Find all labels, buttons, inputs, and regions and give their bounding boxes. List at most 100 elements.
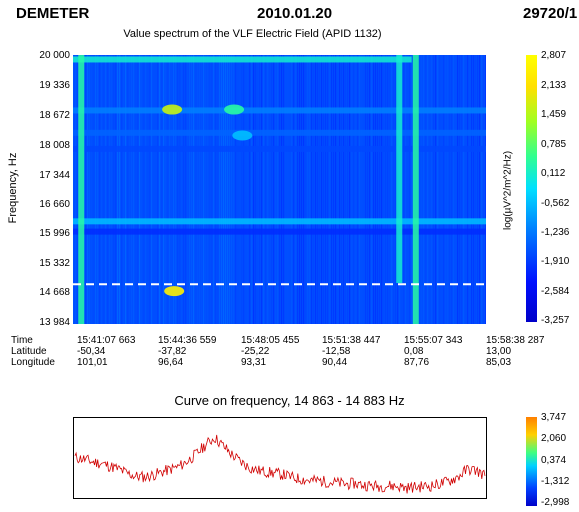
spectrogram-texture [263, 55, 265, 324]
spectrogram-texture [159, 55, 161, 324]
spectrogram-texture [439, 55, 441, 324]
spectrogram-texture [193, 55, 195, 324]
spectrogram-texture [143, 55, 145, 324]
spectrogram-texture [207, 55, 209, 324]
spectrogram-texture [269, 55, 271, 324]
y-tick-label: 16 660 [39, 199, 70, 210]
date-header: 2010.01.20 [257, 5, 333, 22]
x-tick-latitude: 0,08 [404, 346, 424, 357]
latitude-row-label: Latitude [11, 346, 47, 357]
spectrogram-texture [485, 55, 486, 324]
colorbar-spectrogram [526, 55, 537, 322]
spectrogram-texture [437, 55, 439, 324]
colorbar-tick: 1,459 [541, 109, 567, 120]
spectrogram-texture [483, 55, 485, 324]
spectrogram-texture [135, 55, 137, 324]
spectrogram-texture [457, 55, 459, 324]
spectrogram-texture [191, 55, 193, 324]
spectrogram-texture [451, 55, 453, 324]
spectrogram-texture [467, 55, 469, 324]
spectrogram-texture [409, 55, 411, 324]
spectrogram-texture [171, 55, 173, 324]
spectrogram-texture [177, 55, 179, 324]
spectrogram-texture [151, 55, 153, 324]
x-tick-latitude: -37,82 [158, 346, 187, 357]
spectrogram-texture [119, 55, 121, 324]
y-tick-label: 17 344 [39, 170, 70, 181]
curve-colorbar-tick: -1,312 [541, 476, 570, 487]
spectrogram-texture [367, 55, 369, 324]
spectrogram-texture [341, 55, 343, 324]
spectrogram-texture [383, 55, 385, 324]
spectrogram-texture [195, 55, 197, 324]
time-row-label: Time [11, 335, 33, 346]
spectrogram-texture [449, 55, 451, 324]
x-tick-time: 15:44:36 559 [158, 335, 217, 346]
spectrogram-texture [223, 55, 225, 324]
spectrogram-texture [137, 55, 139, 324]
spectrogram-texture [179, 55, 181, 324]
x-tick-latitude: -25,22 [241, 346, 270, 357]
spectrogram-texture [337, 55, 339, 324]
spectrogram-texture [129, 55, 131, 324]
spectrogram-texture [111, 55, 113, 324]
spectrogram-texture [225, 55, 227, 324]
spectrogram-texture [117, 55, 119, 324]
spectrogram-texture [247, 55, 249, 324]
spectrogram-texture [349, 55, 351, 324]
spectrogram-texture [359, 55, 361, 324]
spectrogram-texture [147, 55, 149, 324]
spectrogram-texture [325, 55, 327, 324]
x-tick-column: 15:55:07 343 0,08 87,76 [404, 335, 462, 368]
y-tick-label: 15 996 [39, 228, 70, 239]
spectrogram-texture [345, 55, 347, 324]
vertical-band [412, 55, 419, 324]
spectrogram-texture [145, 55, 147, 324]
spectrogram-texture [315, 55, 317, 324]
colorbar-tick: 2,807 [541, 50, 567, 61]
vertical-band [396, 55, 403, 284]
spectrogram-texture [387, 55, 389, 324]
spectrogram-texture [275, 55, 277, 324]
spectrogram-texture [165, 55, 167, 324]
spectrogram-texture [265, 55, 267, 324]
x-tick-longitude: 96,64 [158, 357, 184, 368]
spectrogram-texture [379, 55, 381, 324]
spectrogram-title: Value spectrum of the VLF Electric Field… [123, 28, 382, 40]
spectrogram-texture [91, 55, 93, 324]
spectrogram-texture [103, 55, 105, 324]
horizontal-band [73, 56, 412, 63]
spectrogram-texture [429, 55, 431, 324]
satellite-name: DEMETER [16, 5, 90, 22]
spectrogram-texture [433, 55, 435, 324]
spectrogram-texture [435, 55, 437, 324]
longitude-row-label: Longitude [11, 357, 55, 368]
spectrogram-texture [183, 55, 185, 324]
spectrogram-texture [243, 55, 245, 324]
colorbar-tick: 0,785 [541, 139, 567, 150]
spectrogram-texture [297, 55, 299, 324]
spectrogram-texture [469, 55, 471, 324]
spectrogram-texture [113, 55, 115, 324]
spectrogram-texture [305, 55, 307, 324]
spectrogram-texture [355, 55, 357, 324]
spectrogram-texture [197, 55, 199, 324]
spectrogram-texture [229, 55, 231, 324]
spectrogram-texture [431, 55, 433, 324]
spectrogram-texture [233, 55, 235, 324]
spectrogram-texture [273, 55, 275, 324]
spectrogram-texture [347, 55, 349, 324]
spectrogram-texture [175, 55, 177, 324]
curve-colorbar-tick: 0,374 [541, 455, 567, 466]
spectrogram-texture [373, 55, 375, 324]
spectrogram-texture [153, 55, 155, 324]
spectrogram-texture [77, 55, 79, 324]
spectrogram-texture [405, 55, 407, 324]
x-tick-time: 15:55:07 343 [404, 335, 463, 346]
x-tick-longitude: 90,44 [322, 357, 348, 368]
spectrogram-texture [107, 55, 109, 324]
spectrogram-texture [261, 55, 263, 324]
curve-series-line [74, 434, 486, 494]
spectrogram-texture [139, 55, 141, 324]
colorbar-tick: 2,133 [541, 80, 567, 91]
